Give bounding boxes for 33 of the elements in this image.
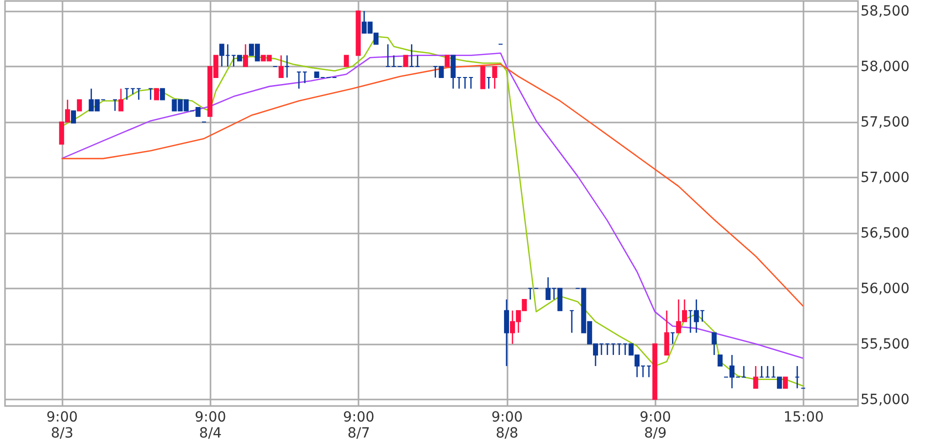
candlestick — [118, 88, 124, 112]
x-tick-label: 9:00 8/9 — [640, 410, 672, 441]
line-series — [60, 64, 804, 307]
x-tick-label: 15:00 — [783, 410, 824, 426]
candlestick — [480, 66, 486, 90]
candlestick — [154, 88, 160, 100]
y-tick-label: 55,000 — [860, 392, 910, 408]
x-tick-label: 9:00 8/3 — [46, 410, 78, 441]
candlestick — [782, 376, 788, 389]
candlestick — [492, 66, 498, 90]
candlestick — [344, 54, 349, 67]
candlestick — [444, 54, 450, 67]
y-tick-label: 57,000 — [860, 170, 910, 186]
x-tick-label: 9:00 8/7 — [343, 410, 374, 441]
x-tick-label: 9:00 8/4 — [194, 410, 226, 441]
y-tick-label: 55,500 — [860, 336, 910, 352]
y-tick-label: 57,500 — [860, 114, 910, 130]
candlestick — [403, 54, 408, 67]
candlestick — [504, 298, 510, 367]
candlestick — [278, 54, 284, 78]
y-tick-label: 56,000 — [860, 280, 910, 297]
candlestick — [664, 310, 670, 356]
y-tick-label: 58,000 — [860, 58, 910, 75]
candlestick — [712, 332, 717, 356]
y-tick-label: 56,500 — [860, 225, 910, 242]
candlestick — [753, 365, 758, 389]
candlestick — [718, 354, 723, 367]
candlestick — [160, 88, 165, 100]
x-tick-label: 9:00 8/8 — [491, 410, 523, 441]
candlestick — [76, 99, 82, 112]
candlestick — [70, 110, 76, 124]
candlestick — [243, 44, 248, 68]
y-tick-label: 58,500 — [860, 3, 910, 20]
